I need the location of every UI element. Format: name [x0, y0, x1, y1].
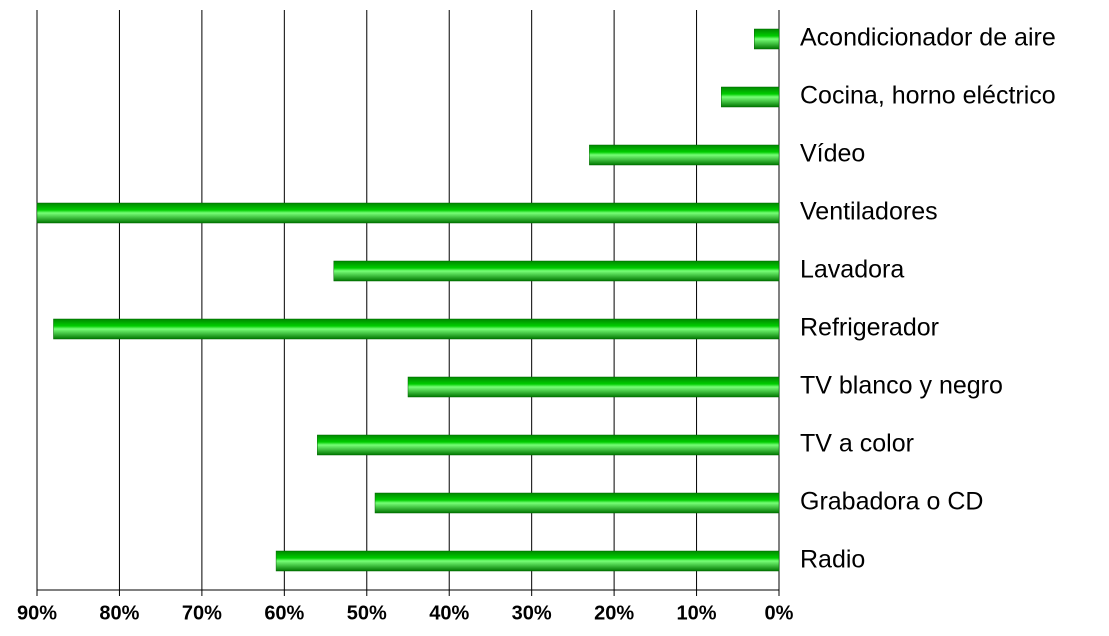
category-label: Radio: [800, 546, 865, 574]
category-label: Refrigerador: [800, 314, 939, 342]
category-label: Vídeo: [800, 140, 865, 168]
bar: [275, 550, 780, 572]
x-tick-label: 60%: [264, 602, 304, 624]
x-tick-label: 20%: [594, 602, 634, 624]
bar: [374, 492, 780, 514]
x-tick-label: 10%: [677, 602, 717, 624]
category-label: Acondicionador de aire: [800, 24, 1056, 52]
bar: [721, 86, 780, 108]
x-tick-label: 50%: [347, 602, 387, 624]
x-tick-label: 0%: [765, 602, 794, 624]
category-label: Cocina, horno eléctrico: [800, 82, 1056, 110]
category-label: TV blanco y negro: [800, 372, 1003, 400]
x-tick-label: 40%: [429, 602, 469, 624]
bar: [754, 28, 780, 50]
x-tick-label: 70%: [182, 602, 222, 624]
x-tick-label: 90%: [17, 602, 57, 624]
bar: [53, 318, 780, 340]
x-tick-label: 30%: [512, 602, 552, 624]
bar: [36, 202, 780, 224]
category-label: Lavadora: [800, 256, 904, 284]
bar: [407, 376, 780, 398]
bar: [333, 260, 780, 282]
category-label: Ventiladores: [800, 198, 938, 226]
bar: [317, 434, 780, 456]
bar: [589, 144, 780, 166]
category-label: TV a color: [800, 430, 914, 458]
x-tick-label: 80%: [99, 602, 139, 624]
category-label: Grabadora o CD: [800, 488, 983, 516]
